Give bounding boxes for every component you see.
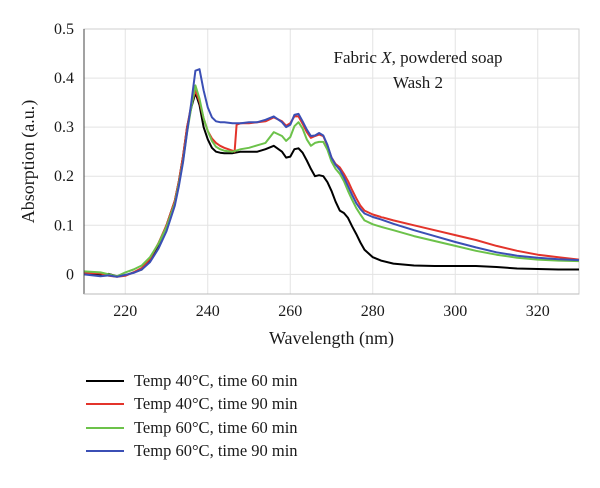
legend-label: Temp 60°C, time 90 min xyxy=(134,441,298,461)
axes xyxy=(83,29,579,295)
legend-swatch xyxy=(86,426,124,429)
y-tick-label: 0.2 xyxy=(54,168,74,185)
tick-labels: 220 240 260 280 300 320 0 0.1 0.2 0.3 0.4 0.5 xyxy=(54,21,550,320)
x-tick-label: 220 xyxy=(113,303,137,320)
series-line-4 xyxy=(83,68,580,278)
legend-item: Temp 60°C, time 90 min xyxy=(86,440,298,464)
y-tick-label: 0 xyxy=(66,266,74,283)
legend-item: Temp 40°C, time 90 min xyxy=(86,393,298,417)
y-tick-label: 0.1 xyxy=(54,217,74,234)
legend-item: Temp 40°C, time 60 min xyxy=(86,369,298,393)
annotation-prefix: Fabric xyxy=(333,48,381,67)
legend: Temp 40°C, time 60 min Temp 40°C, time 90… xyxy=(86,369,298,463)
legend-label: Temp 40°C, time 90 min xyxy=(134,394,298,414)
annotation-line-1: Fabric X, powdered soap xyxy=(333,48,502,67)
legend-swatch xyxy=(86,403,124,406)
series-layer xyxy=(83,68,580,278)
legend-swatch xyxy=(86,450,124,453)
x-axis-label: Wavelength (nm) xyxy=(269,328,394,349)
y-tick-label: 0.5 xyxy=(54,21,74,38)
legend-label: Temp 40°C, time 60 min xyxy=(134,370,298,390)
x-tick-label: 260 xyxy=(278,303,302,320)
x-tick-label: 240 xyxy=(196,303,220,320)
y-tick-label: 0.4 xyxy=(54,70,74,87)
annotation-line-2: Wash 2 xyxy=(393,73,443,92)
chart: 220 240 260 280 300 320 0 0.1 0.2 0.3 0.4 0.5 Wavel… xyxy=(18,21,580,349)
x-tick-label: 300 xyxy=(443,303,467,320)
x-tick-label: 320 xyxy=(526,303,550,320)
legend-label: Temp 60°C, time 60 min xyxy=(134,417,298,437)
legend-swatch xyxy=(86,379,124,382)
y-tick-label: 0.3 xyxy=(54,119,74,136)
annotation-italic: X xyxy=(380,48,392,67)
legend-item: Temp 60°C, time 60 min xyxy=(86,416,298,440)
x-tick-label: 280 xyxy=(361,303,385,320)
y-axis-label: Absorption (a.u.) xyxy=(18,100,39,223)
annotation-suffix: , powdered soap xyxy=(392,48,503,67)
